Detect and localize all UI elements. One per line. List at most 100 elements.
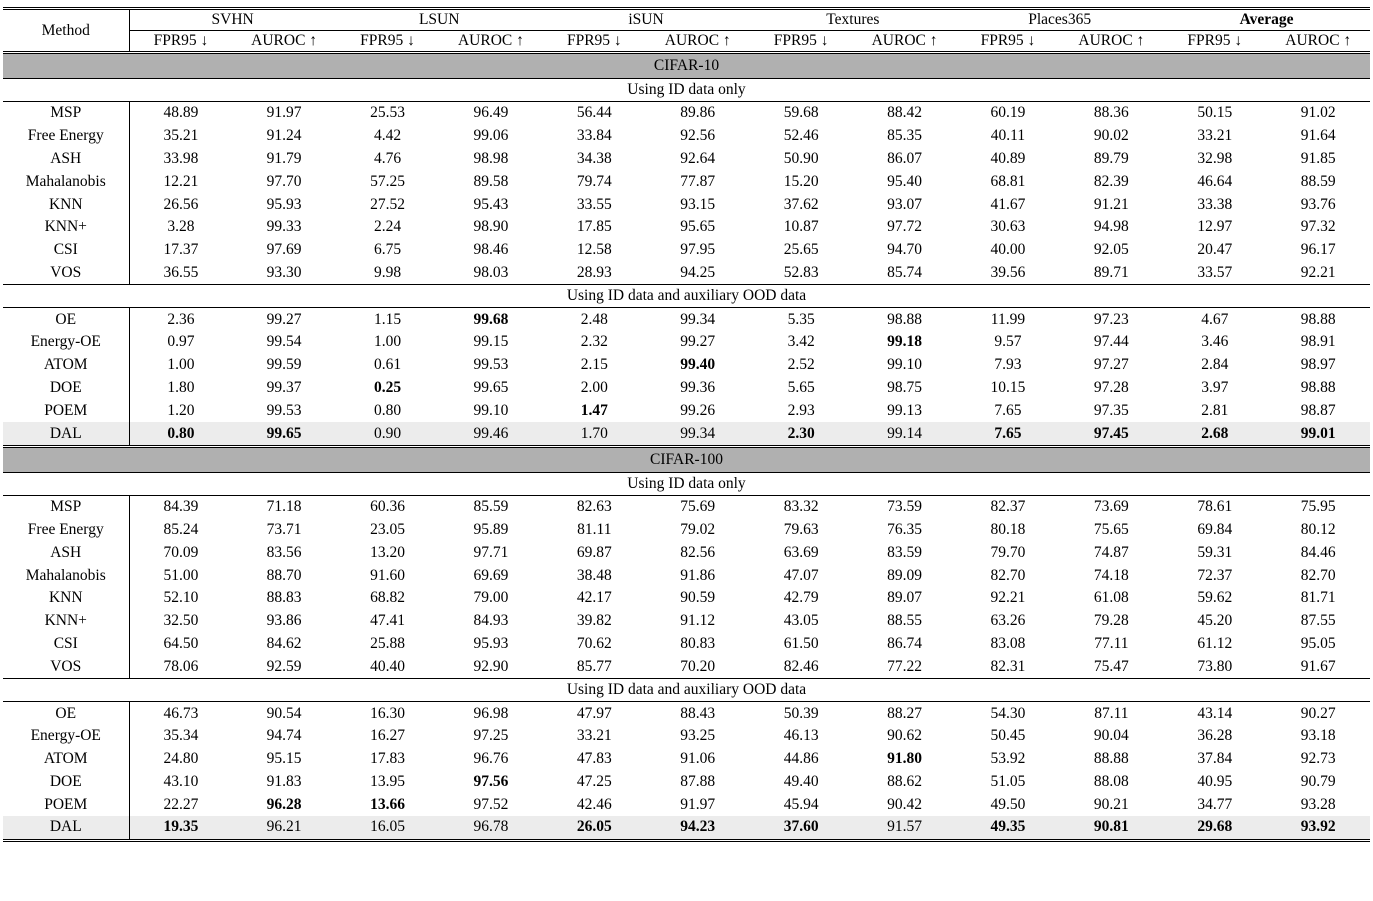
table-row-knn-: KNN+ 32.50 93.86 47.41 84.93 39.82 91.12 43.05 8… [3, 609, 1370, 633]
value-cell: 83.59 [887, 543, 922, 561]
table-row-doe: DOE 43.10 91.83 13.95 97.56 47.25 87.88 49.40 88… [3, 770, 1370, 794]
value-cell: 5.35 [787, 310, 815, 328]
value-cell: 82.70 [990, 566, 1026, 584]
table-row-vos: VOS 78.06 92.59 40.40 92.90 85.77 70.20 82.46 77… [3, 655, 1370, 679]
value-cell: 70.20 [680, 657, 716, 675]
value-cell: 4.76 [373, 149, 402, 167]
metric-header-row: FPR95 ↓ AUROC ↑ FPR95 ↓ AUROC ↑ FPR95 ↓ AUROC… [3, 30, 1370, 53]
value-cell: 89.07 [887, 589, 922, 607]
value-cell: 2.52 [787, 356, 815, 374]
dataset-band-label: CIFAR-10 [3, 51, 1370, 79]
value-cell: 2.84 [1201, 356, 1229, 374]
value-cell: 15.20 [783, 172, 819, 190]
value-cell: 99.18 [887, 333, 922, 351]
value-cell: 97.28 [1093, 378, 1129, 396]
value-cell: 90.42 [887, 795, 922, 813]
value-cell: 50.45 [990, 727, 1026, 745]
value-cell: 93.15 [680, 195, 716, 213]
value-cell: 90.04 [1093, 727, 1129, 745]
value-cell: 80.18 [990, 521, 1026, 539]
value-cell: 90.21 [1093, 795, 1129, 813]
subsection-title: Using ID data only [3, 471, 1370, 496]
table-row-csi: CSI 17.37 97.69 6.75 98.46 12.58 97.95 25.65 94.… [3, 238, 1370, 262]
value-cell: 91.57 [852, 816, 957, 841]
method-cell: VOS [3, 655, 130, 679]
fpr95-header-lsun: FPR95 ↓ [335, 30, 440, 53]
value-cell: 2.68 [1163, 422, 1267, 447]
table-row-knn-: KNN+ 3.28 99.33 2.24 98.90 17.85 95.65 10.87 97.… [3, 215, 1370, 239]
value-cell: 0.97 [128, 331, 233, 354]
value-cell: 90.62 [887, 727, 922, 745]
value-cell: 99.59 [266, 356, 302, 374]
value-cell: 89.86 [680, 104, 716, 122]
value-cell: 80.12 [1300, 521, 1336, 539]
value-cell: 88.62 [887, 772, 922, 790]
value-cell: 81.11 [577, 521, 612, 539]
value-cell: 91.64 [1300, 127, 1336, 145]
value-cell: 48.89 [128, 101, 233, 125]
value-cell: 75.95 [1300, 498, 1336, 516]
value-cell: 74.87 [1093, 543, 1129, 561]
value-cell: 90.54 [266, 704, 302, 722]
value-cell: 73.71 [266, 521, 302, 539]
value-cell: 59.62 [1197, 589, 1233, 607]
dataset-band-row-cifar-10: CIFAR-10 [3, 51, 1370, 79]
value-cell: 24.80 [128, 747, 233, 771]
value-cell: 83.08 [990, 635, 1026, 653]
value-cell: 91.86 [680, 566, 716, 584]
value-cell: 44.86 [783, 750, 819, 768]
subsection-title-row: Using ID data only [3, 78, 1370, 102]
value-cell: 39.56 [990, 263, 1026, 281]
value-cell: 69.87 [576, 543, 612, 561]
value-cell: 79.02 [680, 521, 716, 539]
value-cell: 34.77 [1197, 795, 1233, 813]
value-cell: 94.98 [1093, 218, 1129, 236]
value-cell: 91.85 [1300, 149, 1336, 167]
value-cell: 83.32 [783, 498, 819, 516]
value-cell: 99.15 [473, 333, 509, 351]
value-cell: 3.42 [787, 333, 815, 351]
table-row-poem: POEM 1.20 99.53 0.80 99.10 1.47 99.26 2.93 99.13… [3, 399, 1370, 423]
value-cell: 88.43 [680, 704, 716, 722]
value-cell: 33.38 [1197, 195, 1233, 213]
value-cell: 87.55 [1300, 612, 1336, 630]
value-cell: 85.35 [887, 127, 922, 145]
value-cell: 33.84 [576, 127, 612, 145]
value-cell: 99.14 [852, 422, 957, 447]
value-cell: 7.65 [956, 422, 1060, 447]
value-cell: 2.24 [373, 218, 402, 236]
method-cell: ASH [3, 541, 130, 565]
value-cell: 19.35 [128, 816, 233, 841]
value-cell: 46.73 [128, 701, 233, 725]
value-cell: 92.21 [1300, 263, 1336, 281]
table-row-msp: MSP 84.39 71.18 60.36 85.59 82.63 75.69 83.32 73… [3, 495, 1370, 519]
value-cell: 75.47 [1093, 657, 1129, 675]
method-cell: KNN+ [3, 215, 130, 239]
method-cell: CSI [3, 632, 130, 656]
value-cell: 91.83 [266, 772, 302, 790]
value-cell: 86.74 [887, 635, 922, 653]
value-cell: 70.09 [128, 541, 233, 565]
value-cell: 52.46 [783, 127, 819, 145]
value-cell: 47.41 [370, 612, 405, 630]
value-cell: 91.06 [680, 750, 716, 768]
value-cell: 36.28 [1197, 727, 1233, 745]
value-cell: 97.71 [473, 543, 509, 561]
value-cell: 7.65 [994, 401, 1022, 419]
value-cell: 35.21 [128, 124, 233, 148]
table-row-oe: OE 46.73 90.54 16.30 96.98 47.97 88.43 50.39 88.… [3, 701, 1370, 725]
value-cell: 39.82 [576, 612, 612, 630]
auroc-header-average: AUROC ↑ [1266, 30, 1370, 53]
value-cell: 69.84 [1197, 521, 1233, 539]
value-cell: 99.40 [680, 356, 716, 374]
value-cell: 17.37 [128, 238, 233, 262]
value-cell: 98.87 [1300, 401, 1336, 419]
value-cell: 0.80 [373, 401, 402, 419]
value-cell: 56.44 [576, 104, 612, 122]
value-cell: 96.17 [1300, 241, 1336, 259]
value-cell: 98.75 [887, 378, 922, 396]
value-cell: 88.70 [266, 566, 302, 584]
value-cell: 45.20 [1197, 612, 1233, 630]
value-cell: 59.68 [783, 104, 819, 122]
ood-results-table: Method SVHN LSUN iSUN Textures Places365 Aver… [3, 7, 1370, 842]
